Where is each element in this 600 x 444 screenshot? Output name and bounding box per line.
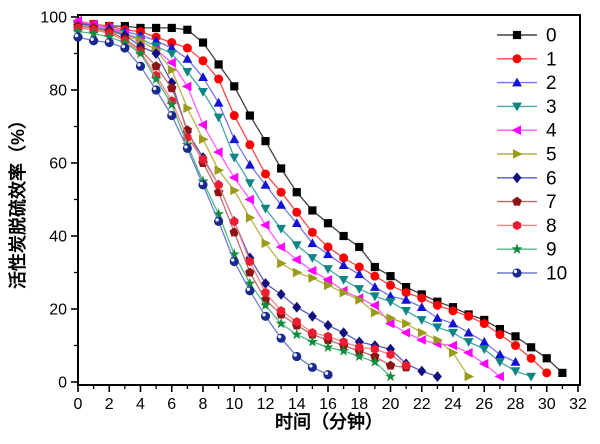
x-axis-title: 时间（分钟）	[275, 411, 383, 432]
legend-entry-5: 5	[497, 145, 557, 166]
y-tick-label: 80	[49, 83, 67, 100]
x-tick-label: 8	[199, 396, 208, 413]
x-tick-label: 30	[538, 396, 556, 413]
x-tick-label: 18	[350, 396, 368, 413]
legend-label: 2	[546, 73, 557, 94]
legend-entry-8: 8	[497, 216, 557, 237]
legend-label: 4	[546, 121, 557, 142]
legend-label: 9	[546, 240, 557, 261]
series-1	[73, 17, 552, 378]
series-0	[73, 20, 567, 377]
x-tick-label: 2	[105, 396, 114, 413]
legend-label: 7	[546, 192, 557, 213]
series-9	[72, 25, 396, 382]
legend-entry-3: 3	[497, 97, 557, 118]
legend-entry-10: 10	[497, 264, 567, 285]
legend-label: 0	[546, 26, 557, 47]
x-tick-label: 32	[569, 396, 587, 413]
y-tick-label: 20	[49, 302, 67, 319]
legend-label: 5	[546, 145, 557, 166]
x-tick-label: 4	[136, 396, 145, 413]
x-tick-label: 14	[288, 396, 306, 413]
legend-entry-0: 0	[497, 26, 557, 47]
legend-label: 10	[546, 264, 567, 285]
legend-label: 8	[546, 216, 557, 237]
legend-label: 1	[546, 49, 557, 70]
legend-entry-7: 7	[497, 192, 557, 213]
y-axis: 0 20 40 60 80 100	[40, 10, 78, 392]
y-tick-label: 0	[58, 375, 67, 392]
series-7	[73, 21, 411, 372]
legend-label: 3	[546, 97, 557, 118]
x-tick-label: 28	[507, 396, 525, 413]
legend-entry-1: 1	[497, 49, 557, 70]
x-tick-label: 16	[319, 396, 337, 413]
legend: 01 2 3 4 56 7 8 9 10	[497, 26, 567, 285]
x-axis: 0 2 4 6 8 10 12 14 16 18 20 22 24 26 28 30 32	[74, 385, 587, 413]
x-tick-label: 12	[257, 396, 275, 413]
y-tick-label: 100	[40, 10, 67, 27]
x-tick-label: 24	[444, 396, 462, 413]
x-tick-label: 20	[382, 396, 400, 413]
x-tick-label: 26	[475, 396, 493, 413]
y-tick-label: 60	[49, 156, 67, 173]
series-8	[73, 23, 411, 371]
legend-entry-4: 4	[497, 121, 557, 142]
legend-entry-9: 9	[497, 240, 557, 261]
x-tick-label: 0	[74, 396, 83, 413]
x-tick-label: 6	[167, 396, 176, 413]
y-axis-title: 活性炭脱硫效率（%）	[7, 111, 28, 289]
legend-entry-6: 6	[497, 168, 557, 189]
series-10	[73, 32, 333, 380]
legend-entry-2: 2	[497, 73, 557, 94]
x-tick-label: 22	[413, 396, 431, 413]
y-tick-label: 40	[49, 229, 67, 246]
x-tick-label: 10	[225, 396, 243, 413]
series-6	[73, 20, 442, 382]
legend-label: 6	[546, 168, 557, 189]
